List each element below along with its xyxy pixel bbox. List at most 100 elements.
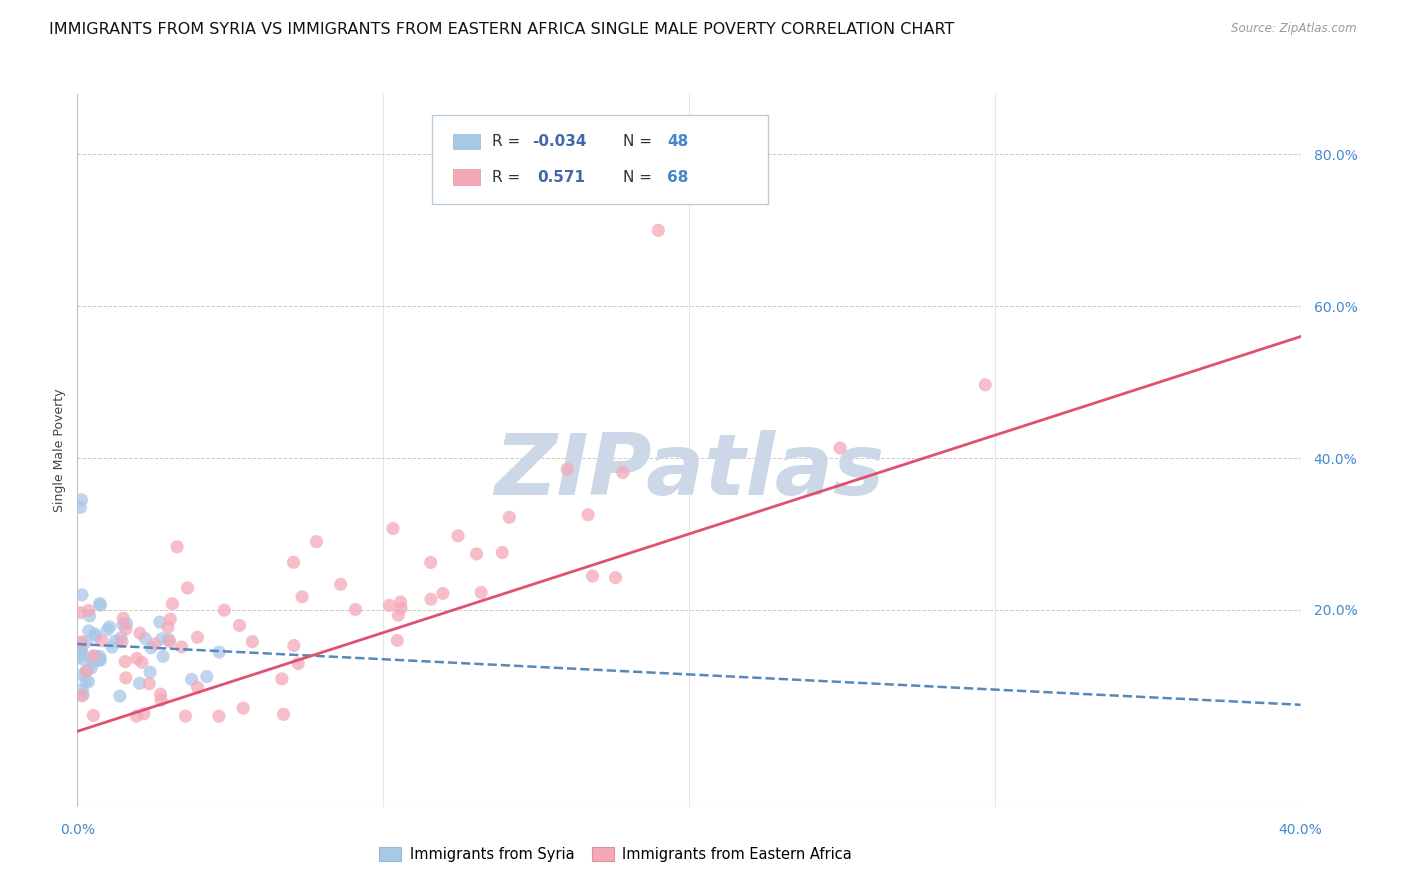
Point: [605, 571, 627, 585]
Text: Source: ZipAtlas.com: Source: ZipAtlas.com: [1232, 22, 1357, 36]
Point: [114, 655, 136, 669]
Point: [166, 540, 188, 554]
Point: [82, 648, 104, 663]
Point: [84, 627, 107, 641]
Point: [581, 569, 603, 583]
Point: [82, 656, 104, 670]
Point: [159, 612, 181, 626]
Point: [974, 377, 997, 392]
Point: [647, 223, 669, 237]
Point: [75, 635, 97, 649]
Point: [72, 652, 94, 666]
Point: [208, 645, 231, 659]
Point: [72, 688, 94, 702]
Point: [387, 608, 409, 623]
Text: -0.034: -0.034: [533, 134, 586, 149]
Point: [150, 693, 173, 707]
Point: [70, 643, 93, 657]
Point: [77, 624, 100, 638]
Point: [89, 653, 111, 667]
Point: [240, 634, 263, 648]
Point: [174, 709, 197, 723]
Point: [108, 689, 131, 703]
Text: ZIPatlas: ZIPatlas: [494, 430, 884, 514]
Point: [110, 631, 132, 645]
Point: [82, 708, 104, 723]
Point: [176, 581, 198, 595]
Point: [232, 701, 254, 715]
Point: [128, 626, 150, 640]
Point: [134, 632, 156, 646]
Point: [80, 661, 103, 675]
Point: [612, 466, 634, 480]
Point: [75, 674, 97, 689]
Point: [157, 632, 180, 647]
Point: [128, 676, 150, 690]
Point: [389, 595, 412, 609]
Point: [214, 603, 236, 617]
Point: [208, 709, 231, 723]
Point: [149, 615, 172, 630]
Text: 0.571: 0.571: [537, 169, 585, 185]
Point: [273, 707, 295, 722]
Point: [491, 545, 513, 559]
FancyBboxPatch shape: [453, 169, 479, 185]
Point: [150, 632, 173, 646]
Point: [101, 640, 124, 654]
Point: [139, 640, 162, 655]
Point: [187, 681, 209, 695]
Point: [79, 609, 101, 624]
Point: [90, 633, 112, 648]
Text: R =: R =: [492, 134, 524, 149]
Point: [72, 667, 94, 681]
Point: [131, 656, 153, 670]
Point: [75, 664, 97, 678]
Text: R =: R =: [492, 169, 524, 185]
Point: [77, 674, 100, 689]
Point: [70, 689, 93, 703]
Point: [329, 577, 352, 591]
Y-axis label: Single Male Poverty: Single Male Poverty: [53, 389, 66, 512]
Text: 68: 68: [666, 169, 689, 185]
Point: [89, 649, 111, 664]
Point: [170, 640, 193, 654]
Point: [112, 611, 135, 625]
Point: [89, 653, 111, 667]
Point: [447, 529, 470, 543]
Point: [149, 687, 172, 701]
Point: [287, 657, 309, 671]
Point: [378, 599, 401, 613]
Point: [195, 669, 218, 683]
Text: N =: N =: [623, 169, 657, 185]
Text: 48: 48: [666, 134, 688, 149]
Point: [576, 508, 599, 522]
Point: [111, 617, 134, 632]
Point: [132, 706, 155, 721]
Point: [387, 633, 409, 648]
Point: [382, 522, 405, 536]
Point: [89, 597, 111, 611]
Point: [104, 634, 127, 648]
Point: [830, 441, 852, 455]
Point: [69, 500, 91, 515]
Point: [82, 651, 104, 665]
Point: [70, 682, 93, 697]
Point: [69, 649, 91, 664]
Point: [70, 643, 93, 657]
Text: IMMIGRANTS FROM SYRIA VS IMMIGRANTS FROM EASTERN AFRICA SINGLE MALE POVERTY CORR: IMMIGRANTS FROM SYRIA VS IMMIGRANTS FROM…: [49, 22, 955, 37]
Point: [162, 597, 184, 611]
Point: [69, 606, 91, 620]
Point: [111, 634, 134, 648]
Text: N =: N =: [623, 134, 657, 149]
Legend: Immigrants from Syria, Immigrants from Eastern Africa: Immigrants from Syria, Immigrants from E…: [373, 841, 858, 868]
Point: [143, 637, 166, 651]
Point: [419, 556, 441, 570]
FancyBboxPatch shape: [453, 134, 479, 149]
Point: [69, 645, 91, 659]
Point: [291, 590, 314, 604]
Point: [84, 629, 107, 643]
Point: [470, 585, 492, 599]
Point: [283, 639, 305, 653]
Point: [156, 620, 179, 634]
Point: [270, 672, 292, 686]
